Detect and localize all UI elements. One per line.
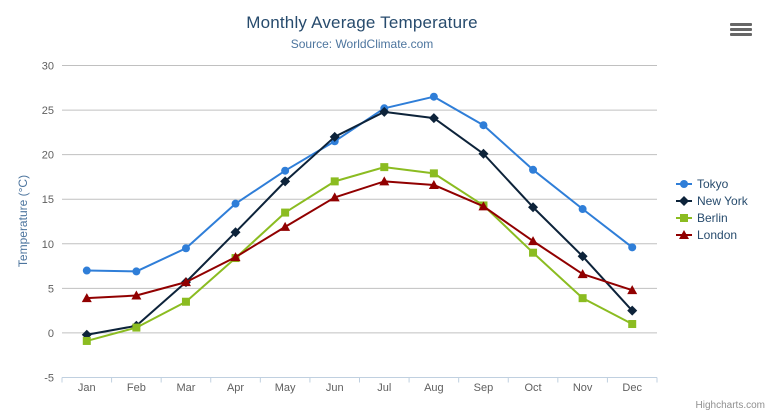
svg-text:Jan: Jan [78, 382, 96, 394]
svg-text:5: 5 [48, 283, 54, 295]
svg-text:30: 30 [42, 61, 54, 73]
export-menu-button[interactable] [730, 23, 752, 38]
legend: Tokyo New York Berlin London [676, 175, 748, 243]
svg-text:-5: -5 [44, 373, 54, 385]
legend-label: Berlin [697, 210, 728, 225]
legend-item-london[interactable]: London [676, 226, 748, 243]
gridlines [62, 65, 657, 334]
svg-text:May: May [275, 382, 296, 394]
svg-text:Feb: Feb [127, 382, 146, 394]
legend-item-new-york[interactable]: New York [676, 192, 748, 209]
y-axis-title: Temperature (°C) [16, 175, 30, 267]
circle-legend-marker-icon [676, 179, 692, 188]
chart-title: Monthly Average Temperature [246, 13, 478, 32]
svg-text:Apr: Apr [227, 382, 244, 394]
svg-text:Jul: Jul [377, 382, 391, 394]
svg-text:Jun: Jun [326, 382, 344, 394]
legend-label: Tokyo [697, 176, 729, 191]
square-legend-marker-icon [676, 213, 692, 222]
y-axis-labels: -5 0 5 10 15 20 25 30 [42, 61, 54, 385]
chart-subtitle: Source: WorldClimate.com [290, 37, 434, 51]
triangle-up-legend-marker-icon [676, 229, 692, 239]
diamond-legend-marker-icon [676, 195, 692, 206]
legend-item-berlin[interactable]: Berlin [676, 209, 748, 226]
svg-text:Mar: Mar [176, 382, 195, 394]
svg-text:0: 0 [48, 328, 54, 340]
svg-text:10: 10 [42, 239, 54, 251]
highcharts-credit[interactable]: Highcharts.com [695, 400, 765, 411]
svg-text:Oct: Oct [524, 382, 541, 394]
legend-item-tokyo[interactable]: Tokyo [676, 175, 748, 192]
svg-text:Nov: Nov [573, 382, 593, 394]
x-axis-labels: Jan Feb Mar Apr May Jun Jul Aug Sep Oct Nov Dec [78, 382, 643, 394]
legend-label: London [697, 227, 738, 242]
series-tokyo[interactable] [82, 92, 637, 276]
svg-text:Aug: Aug [424, 382, 444, 394]
hamburger-menu-icon [730, 23, 752, 36]
series-new-york[interactable] [81, 106, 638, 340]
svg-text:Sep: Sep [474, 382, 494, 394]
x-axis [61, 377, 658, 383]
svg-text:15: 15 [42, 194, 54, 206]
legend-label: New York [697, 193, 748, 208]
series-london[interactable] [81, 176, 638, 303]
svg-text:Dec: Dec [622, 382, 642, 394]
svg-text:20: 20 [42, 150, 54, 162]
svg-text:25: 25 [42, 105, 54, 117]
